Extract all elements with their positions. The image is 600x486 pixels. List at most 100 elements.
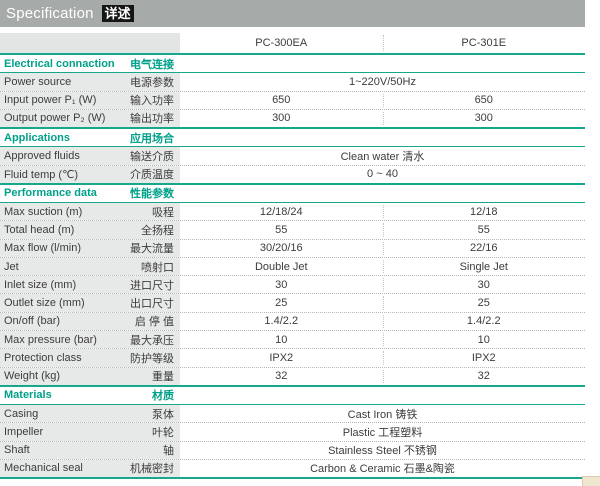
row-value-model-2: 300 bbox=[474, 112, 493, 125]
row-label: Shaft 轴 bbox=[0, 441, 180, 459]
row-value-model-2: IPX2 bbox=[471, 351, 496, 364]
table-row: Max pressure (bar) 最大承压 10 10 bbox=[0, 330, 585, 350]
row-value-model-2: 22/16 bbox=[469, 242, 498, 255]
row-value-model-2: 25 bbox=[477, 297, 490, 310]
row-label-en: Inlet size (mm) bbox=[4, 278, 77, 291]
row-values: Cast Iron 铸铁 bbox=[180, 405, 585, 422]
row-value-model-1: 30 bbox=[275, 278, 288, 291]
row-value-model-2: 30 bbox=[477, 278, 490, 291]
row-label-zh: 泵体 bbox=[152, 408, 174, 421]
row-label: Protection class 防护等级 bbox=[0, 349, 180, 367]
row-label-en: Impeller bbox=[4, 425, 44, 438]
value-column-divider bbox=[382, 223, 384, 237]
section-title-en: Materials bbox=[4, 389, 52, 402]
row-values: Double Jet Single Jet bbox=[180, 258, 585, 275]
column-header-row: PC-300EA PC-301E bbox=[0, 33, 585, 55]
row-label-en: Total head (m) bbox=[4, 224, 75, 237]
row-label-en: Protection class bbox=[4, 351, 82, 364]
row-value-model-1: 25 bbox=[275, 297, 288, 310]
row-label-zh: 最大承压 bbox=[130, 334, 174, 347]
table-row: Jet 喷射口 Double Jet Single Jet bbox=[0, 257, 585, 277]
row-label-zh: 轴 bbox=[163, 445, 174, 458]
row-value-span: Carbon & Ceramic 石墨&陶瓷 bbox=[310, 463, 455, 476]
row-label: Output power P₂ (W) 输出功率 bbox=[0, 109, 180, 128]
row-value-model-2: 32 bbox=[477, 370, 490, 383]
page-title-zh: 详述 bbox=[101, 5, 134, 22]
table-row: Max suction (m) 吸程 12/18/24 12/18 bbox=[0, 203, 585, 222]
section-title-zh: 性能参数 bbox=[130, 188, 174, 201]
table-row: Mechanical seal 机械密封 Carbon & Ceramic 石墨&陶… bbox=[0, 459, 585, 480]
row-label: Mechanical seal 机械密封 bbox=[0, 459, 180, 478]
row-label-en: Output power P₂ (W) bbox=[4, 112, 106, 125]
row-label: Fluid temp (℃) 介质温度 bbox=[0, 165, 180, 183]
row-values: 10 10 bbox=[180, 331, 585, 348]
row-values: 12/18/24 12/18 bbox=[180, 203, 585, 220]
value-column-divider bbox=[382, 314, 384, 328]
section-header: Applications 应用场合 bbox=[0, 129, 585, 148]
row-values: 30/20/16 22/16 bbox=[180, 240, 585, 257]
column-model-1: PC-300EA bbox=[255, 37, 308, 49]
row-label-en: Weight (kg) bbox=[4, 370, 61, 383]
row-label-zh: 喷射口 bbox=[141, 261, 174, 274]
row-value-model-1: Double Jet bbox=[254, 260, 308, 273]
row-label-en: Shaft bbox=[4, 444, 30, 457]
row-label-en: Input power P₁ (W) bbox=[4, 94, 97, 107]
value-column-divider bbox=[382, 351, 384, 365]
value-column-divider bbox=[382, 241, 384, 255]
table-row: Max flow (l/min) 最大流量 30/20/16 22/16 bbox=[0, 239, 585, 258]
row-values: 1~220V/50Hz bbox=[180, 73, 585, 90]
row-label: Outlet size (mm) 出口尺寸 bbox=[0, 294, 180, 312]
section-header: Performance data 性能参数 bbox=[0, 184, 585, 204]
row-value-model-1: 32 bbox=[275, 370, 288, 383]
table-row: Approved fluids 输送介质 Clean water 清水 bbox=[0, 147, 585, 166]
row-label-en: Max flow (l/min) bbox=[4, 242, 82, 255]
table-row: Input power P₁ (W) 输入功率 650 650 bbox=[0, 91, 585, 110]
row-label-zh: 最大流量 bbox=[130, 243, 174, 256]
row-value-model-1: 30/20/16 bbox=[259, 242, 303, 255]
table-row: Fluid temp (℃) 介质温度 0 ~ 40 bbox=[0, 165, 585, 185]
row-label-en: Max pressure (bar) bbox=[4, 333, 97, 346]
row-value-model-1: 55 bbox=[275, 224, 288, 237]
row-label-zh: 启 停 值 bbox=[134, 316, 174, 329]
table-row: Power source 电源参数 1~220V/50Hz bbox=[0, 73, 585, 92]
section-title-zh: 应用场合 bbox=[130, 132, 174, 145]
row-label-zh: 输入功率 bbox=[130, 95, 174, 108]
row-label: Max flow (l/min) 最大流量 bbox=[0, 239, 180, 257]
section-header: Electrical connaction 电气连接 bbox=[0, 55, 585, 74]
value-column-divider bbox=[382, 93, 384, 107]
row-label-en: Casing bbox=[4, 407, 39, 420]
row-label: On/off (bar) 启 停 值 bbox=[0, 312, 180, 330]
row-value-model-2: 10 bbox=[477, 333, 490, 346]
row-label-zh: 介质温度 bbox=[130, 169, 174, 182]
table-row: Shaft 轴 Stainless Steel 不锈钢 bbox=[0, 441, 585, 460]
row-value-span: Plastic 工程塑料 bbox=[342, 426, 423, 439]
row-values: Stainless Steel 不锈钢 bbox=[180, 442, 585, 459]
section-title-en: Performance data bbox=[4, 187, 97, 200]
row-label-zh: 吸程 bbox=[152, 206, 174, 219]
section-title-zh: 电气连接 bbox=[130, 58, 174, 71]
value-column-divider bbox=[382, 111, 384, 126]
table-row: Casing 泵体 Cast Iron 铸铁 bbox=[0, 405, 585, 424]
model-columns: PC-300EA PC-301E bbox=[180, 33, 585, 53]
row-value-model-1: 650 bbox=[272, 94, 291, 107]
row-label: Jet 喷射口 bbox=[0, 257, 180, 276]
row-label-en: Outlet size (mm) bbox=[4, 297, 85, 310]
row-label: Max suction (m) 吸程 bbox=[0, 203, 180, 221]
row-values: Plastic 工程塑料 bbox=[180, 423, 585, 440]
table-row: On/off (bar) 启 停 值 1.4/2.2 1.4/2.2 bbox=[0, 312, 585, 331]
row-values: 25 25 bbox=[180, 294, 585, 311]
row-value-span: 1~220V/50Hz bbox=[349, 75, 416, 88]
row-values: IPX2 IPX2 bbox=[180, 349, 585, 366]
table-row: Inlet size (mm) 进口尺寸 30 30 bbox=[0, 276, 585, 295]
table-row: Outlet size (mm) 出口尺寸 25 25 bbox=[0, 294, 585, 313]
row-label: Casing 泵体 bbox=[0, 405, 180, 423]
row-label: Power source 电源参数 bbox=[0, 73, 180, 91]
row-value-span: Stainless Steel 不锈钢 bbox=[328, 445, 437, 458]
row-label: Weight (kg) 重量 bbox=[0, 367, 180, 385]
row-label: Impeller 叶轮 bbox=[0, 423, 180, 441]
row-label-en: Jet bbox=[4, 260, 19, 273]
row-value-model-1: 10 bbox=[275, 333, 288, 346]
table-row: Impeller 叶轮 Plastic 工程塑料 bbox=[0, 423, 585, 442]
row-value-model-1: 1.4/2.2 bbox=[264, 315, 299, 328]
row-label-zh: 重量 bbox=[152, 371, 174, 384]
